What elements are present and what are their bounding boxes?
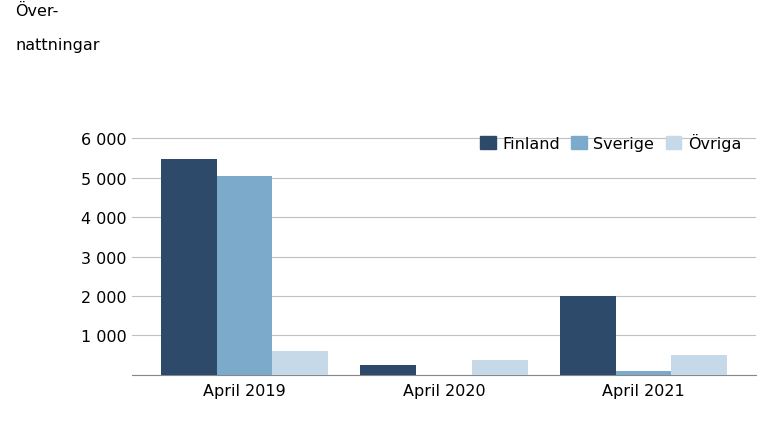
Bar [615, 371, 671, 375]
Text: nattningar: nattningar [16, 38, 100, 53]
Bar [472, 360, 528, 375]
Bar [160, 159, 217, 375]
Bar [560, 296, 615, 375]
Bar [671, 356, 728, 375]
Legend: Finland, Sverige, Övriga: Finland, Sverige, Övriga [474, 127, 748, 158]
Bar [273, 351, 328, 375]
Text: Över-: Över- [16, 4, 59, 19]
Bar [360, 365, 416, 375]
Bar [217, 176, 273, 375]
